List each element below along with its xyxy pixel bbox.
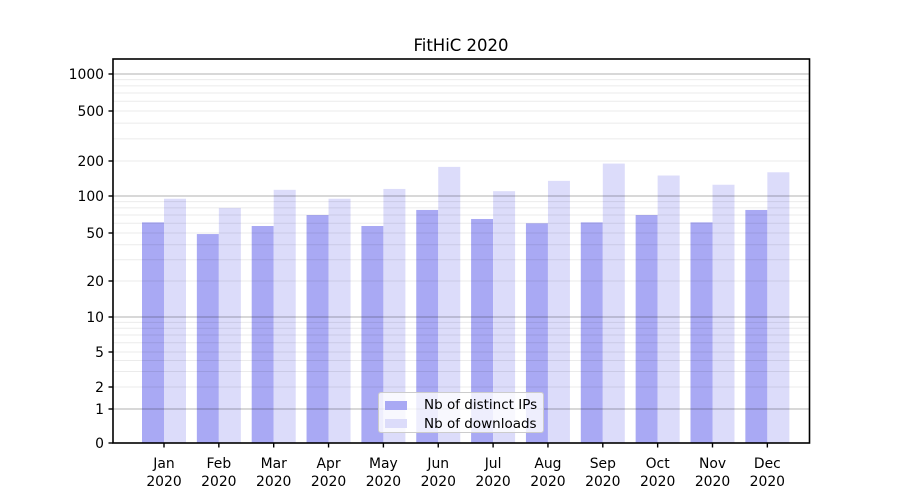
y-tick-label: 100 <box>77 189 104 205</box>
bar-downloads-oct <box>657 175 680 443</box>
bar-downloads-jun <box>438 166 461 444</box>
x-tick-label-month: Oct <box>646 456 671 472</box>
bar-downloads-dec <box>767 172 790 443</box>
x-tick-label-month: Sep <box>590 456 616 472</box>
legend-item-distinct-ips: Nb of distinct IPs <box>385 396 543 415</box>
y-tick-label: 50 <box>86 226 104 242</box>
y-tick-label: 5 <box>95 345 104 361</box>
chart-title: FitHiC 2020 <box>413 36 509 55</box>
x-tick-label-month: May <box>369 456 398 472</box>
bar-downloads-apr <box>328 198 351 443</box>
bar-distinct-ips-mar <box>251 226 274 443</box>
x-tick-label-month: Jul <box>484 456 502 472</box>
x-tick-label-year: 2020 <box>421 474 456 490</box>
bar-distinct-ips-aug <box>525 223 548 443</box>
legend-swatch <box>385 400 407 410</box>
y-tick-label: 20 <box>86 274 104 290</box>
x-tick-label-year: 2020 <box>640 474 675 490</box>
x-tick-label-month: Jan <box>152 456 174 472</box>
legend-label: Nb of downloads <box>424 415 537 432</box>
bar-distinct-ips-jan <box>142 222 164 443</box>
x-tick-label-year: 2020 <box>256 474 291 490</box>
x-tick-label-month: Dec <box>754 456 781 472</box>
bar-downloads-jan <box>164 198 186 443</box>
bar-downloads-nov <box>712 184 735 443</box>
bar-distinct-ips-may <box>361 226 384 443</box>
x-tick-label-month: Apr <box>317 456 341 472</box>
bar-downloads-jul <box>493 191 516 443</box>
y-tick-label: 200 <box>77 154 104 170</box>
y-tick-label: 1 <box>95 402 104 418</box>
bar-distinct-ips-apr <box>306 215 329 443</box>
x-tick-label-month: Feb <box>207 456 232 472</box>
x-tick-label-month: Aug <box>534 456 561 472</box>
x-tick-label-year: 2020 <box>311 474 346 490</box>
x-tick-label-year: 2020 <box>201 474 236 490</box>
bar-distinct-ips-sep <box>580 222 603 443</box>
x-tick-label-year: 2020 <box>750 474 785 490</box>
x-tick-label-month: Nov <box>699 456 726 472</box>
bar-distinct-ips-dec <box>745 209 768 443</box>
bar-distinct-ips-jun <box>416 209 439 443</box>
legend: Nb of distinct IPs Nb of downloads <box>378 392 544 433</box>
x-tick-label-year: 2020 <box>585 474 620 490</box>
x-tick-label-year: 2020 <box>146 474 181 490</box>
y-tick-label: 1000 <box>69 67 104 83</box>
x-tick-label-year: 2020 <box>530 474 565 490</box>
x-tick-label-month: Jun <box>426 456 449 472</box>
legend-item-downloads: Nb of downloads <box>385 415 543 434</box>
x-tick-label-month: Mar <box>261 456 287 472</box>
y-tick-label: 2 <box>95 380 104 396</box>
plot-border <box>112 58 811 444</box>
legend-label: Nb of distinct IPs <box>424 397 538 414</box>
bar-distinct-ips-nov <box>690 222 713 443</box>
y-tick-label: 10 <box>86 310 104 326</box>
y-tick-label: 500 <box>77 104 104 120</box>
bar-distinct-ips-oct <box>635 215 658 443</box>
bar-downloads-sep <box>602 163 625 443</box>
bar-downloads-aug <box>547 180 570 443</box>
x-tick-label-year: 2020 <box>695 474 730 490</box>
bar-downloads-feb <box>218 207 241 443</box>
bar-distinct-ips-feb <box>196 234 219 443</box>
legend-swatch <box>385 419 407 429</box>
y-tick-label: 0 <box>95 436 104 452</box>
x-tick-label-year: 2020 <box>475 474 510 490</box>
bar-downloads-may <box>383 188 406 443</box>
bar-distinct-ips-jul <box>471 218 494 443</box>
x-tick-label-year: 2020 <box>366 474 401 490</box>
bar-downloads-mar <box>273 189 296 443</box>
